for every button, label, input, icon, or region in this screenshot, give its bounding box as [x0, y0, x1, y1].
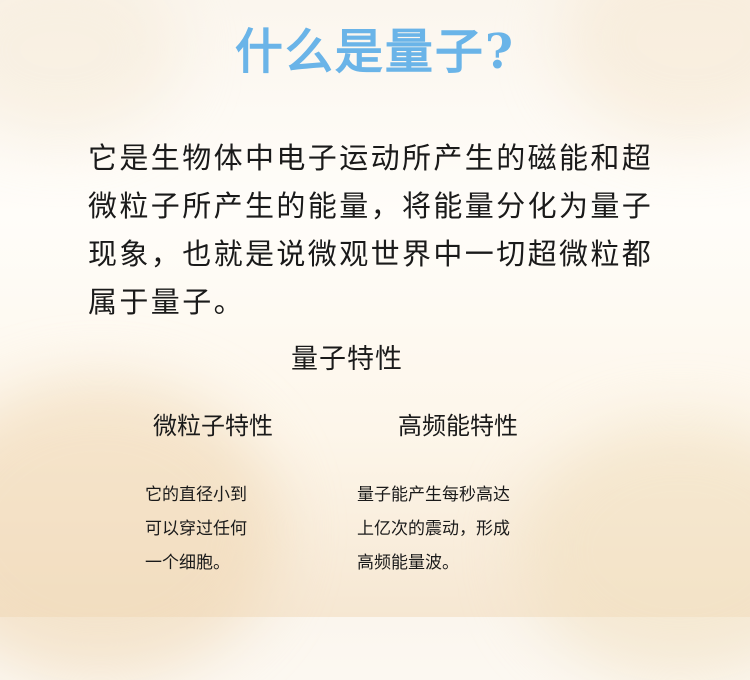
property-description: 它的直径小到 可以穿过任何 一个细胞。	[145, 485, 247, 573]
intro-paragraph: 它是生物体中电子运动所产生的磁能和超微粒子所产生的能量，将能量分化为量子现象，也…	[88, 141, 654, 319]
page-title: 什么是量子?	[234, 24, 516, 80]
property-description: 量子能产生每秒高达 上亿次的震动，形成 高频能量波。	[357, 485, 510, 573]
background-wash	[520, 420, 750, 680]
property-heading: 微粒子特性	[153, 412, 273, 440]
section-heading: 量子特性	[291, 344, 403, 375]
property-heading: 高频能特性	[398, 412, 518, 440]
